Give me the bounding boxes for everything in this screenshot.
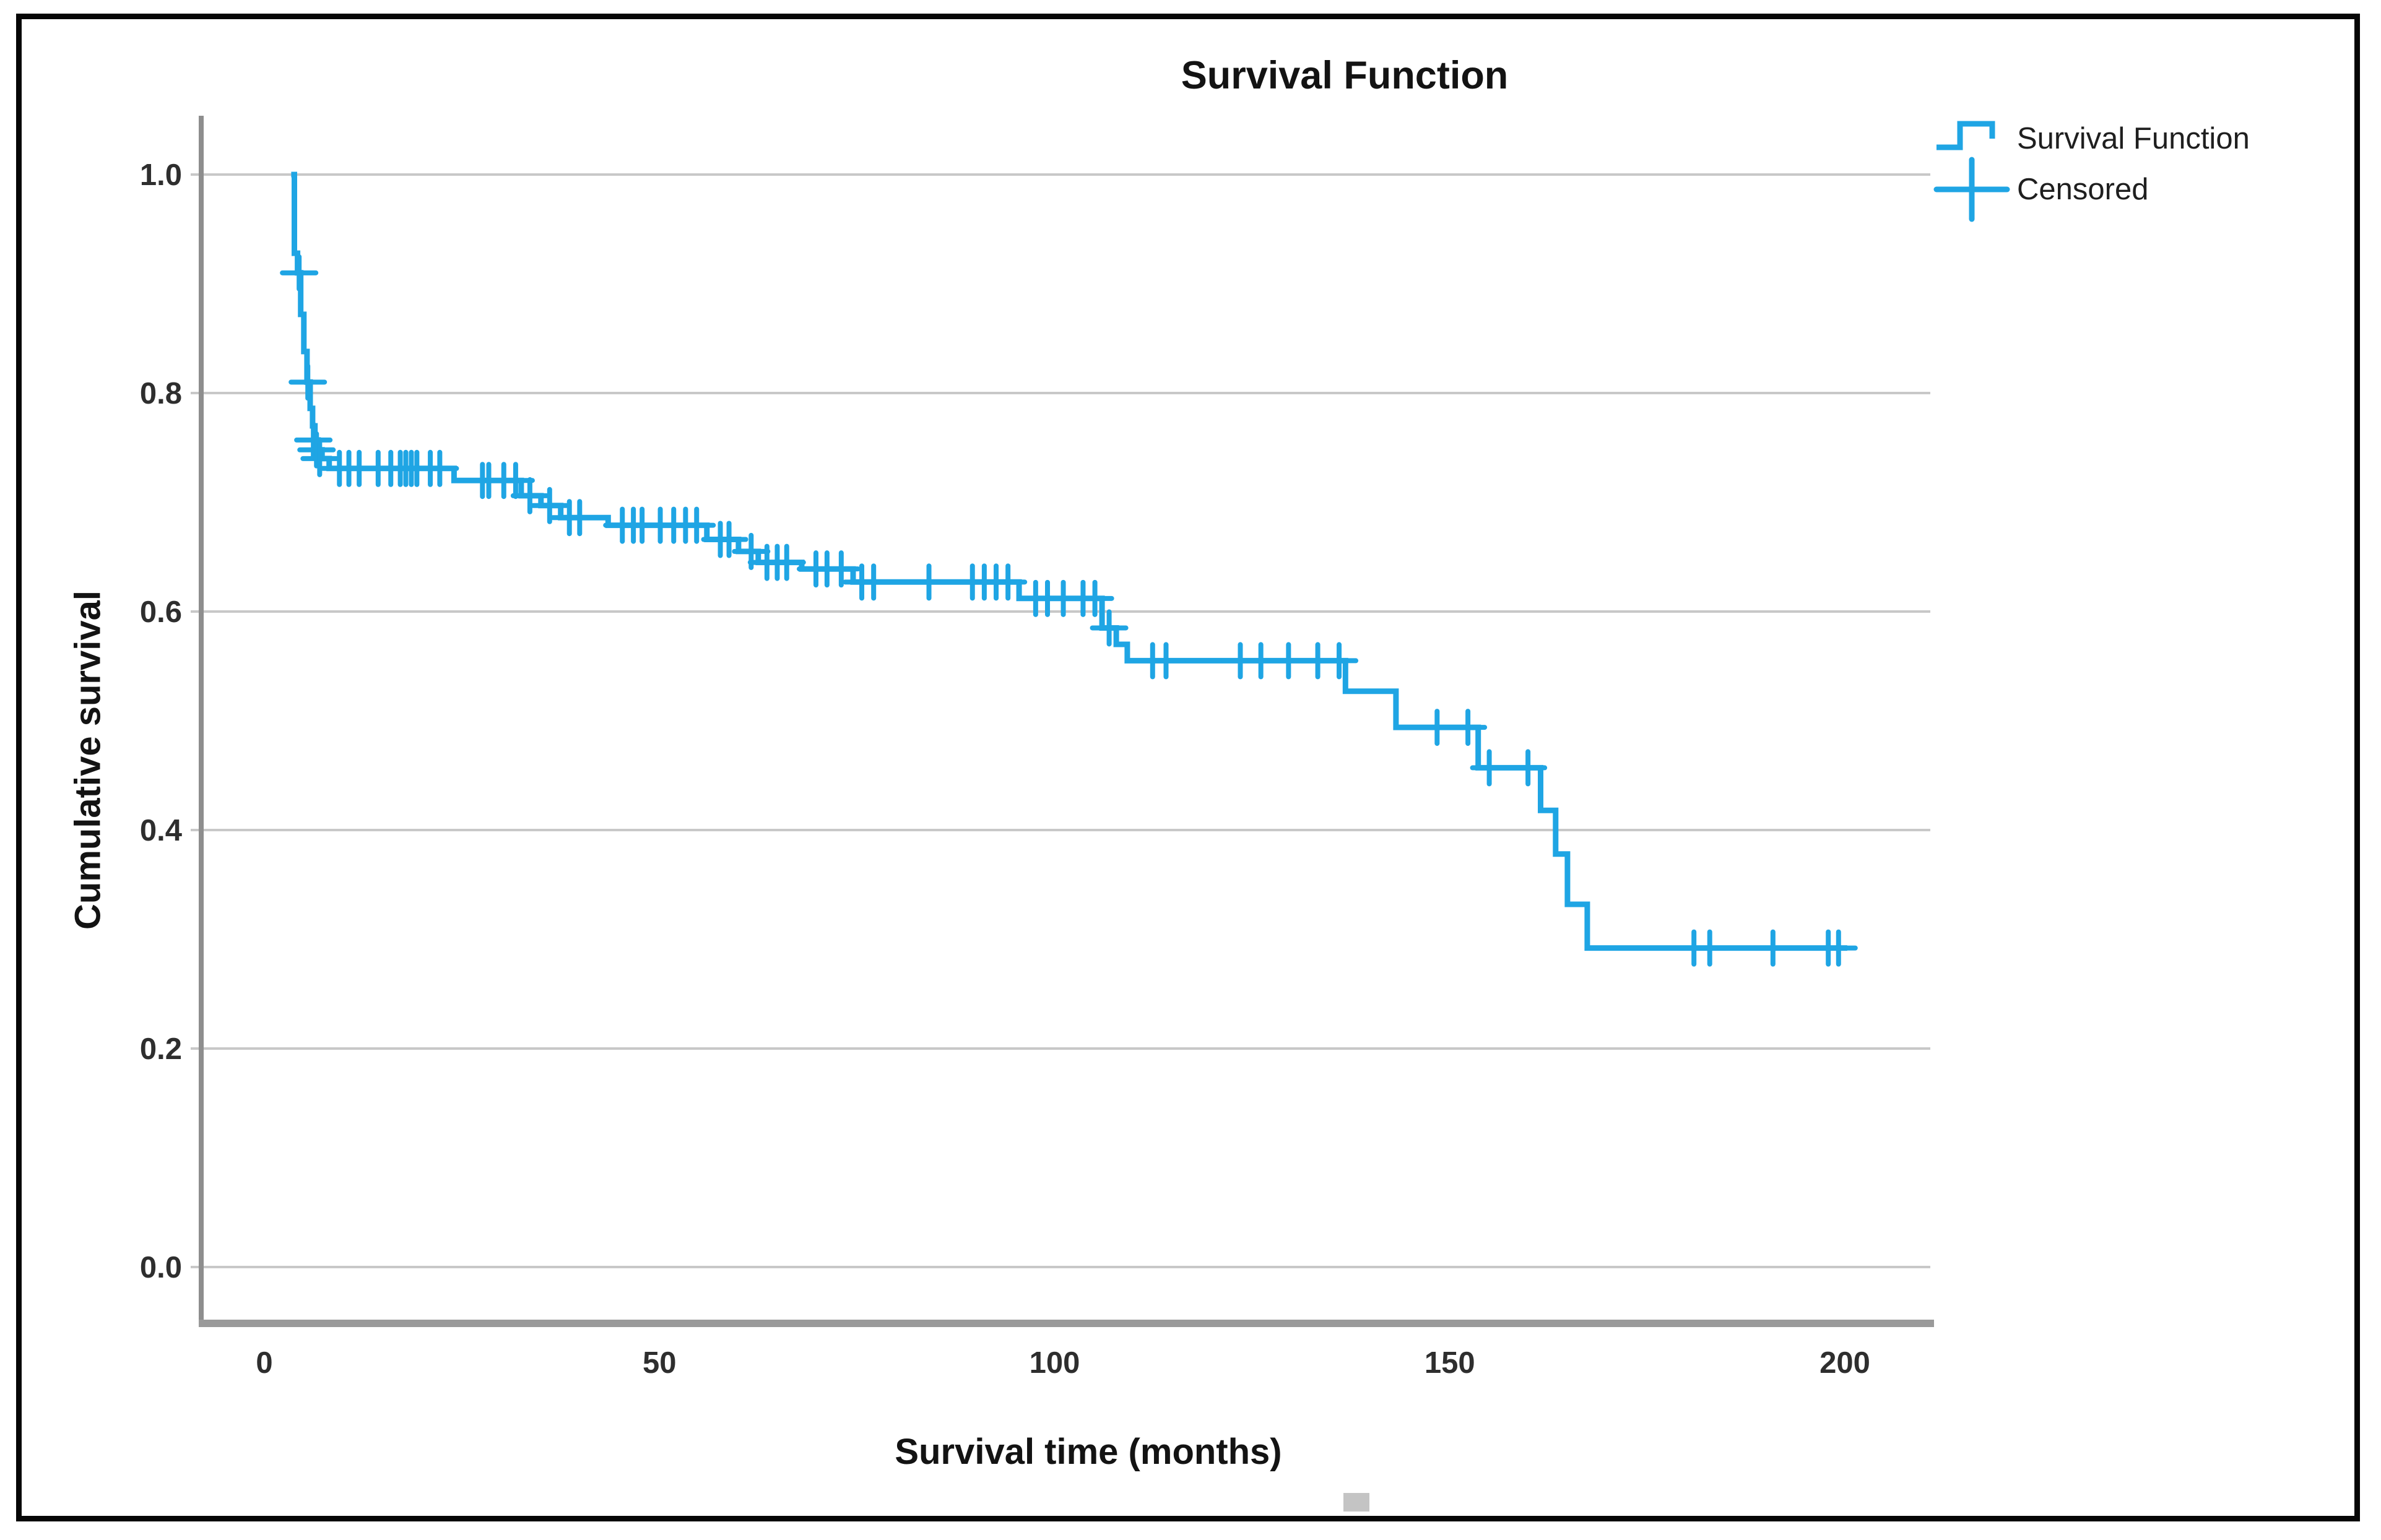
figure-border [16, 14, 2360, 1521]
svg-text:200: 200 [1819, 1346, 1870, 1380]
step-line-icon [1936, 121, 1995, 150]
legend-item-survival-function: Survival Function [1935, 114, 2250, 163]
svg-text:50: 50 [643, 1346, 677, 1380]
legend-item-censored: Censored [1933, 157, 2250, 222]
y-tick-labels: 0.0 0.2 0.4 0.6 0.8 1.0 [140, 158, 182, 1284]
legend: Survival Function Censored [1933, 114, 2250, 222]
survival-curve [291, 171, 1847, 951]
censored-plus-icon [1933, 157, 2010, 222]
svg-text:0.4: 0.4 [140, 814, 182, 847]
svg-text:0: 0 [256, 1346, 272, 1380]
legend-label-censored: Censored [2017, 173, 2149, 206]
x-tick-labels: 0 50 100 150 200 [256, 1346, 1870, 1380]
legend-label-survival-function: Survival Function [2017, 122, 2250, 155]
svg-text:0.0: 0.0 [140, 1251, 182, 1284]
svg-text:100: 100 [1030, 1346, 1080, 1380]
axes [199, 116, 1934, 1327]
svg-text:0.8: 0.8 [140, 377, 182, 410]
svg-text:0.2: 0.2 [140, 1032, 182, 1066]
x-axis-title: Survival time (months) [895, 1432, 1282, 1472]
svg-text:0.6: 0.6 [140, 595, 182, 629]
gridlines [191, 173, 1930, 1268]
svg-text:150: 150 [1425, 1346, 1475, 1380]
svg-text:1.0: 1.0 [140, 158, 182, 192]
censored-marks [280, 254, 1858, 967]
chart-title: Survival Function [1181, 54, 1509, 97]
scrollbar-artifact [1343, 1493, 1369, 1512]
